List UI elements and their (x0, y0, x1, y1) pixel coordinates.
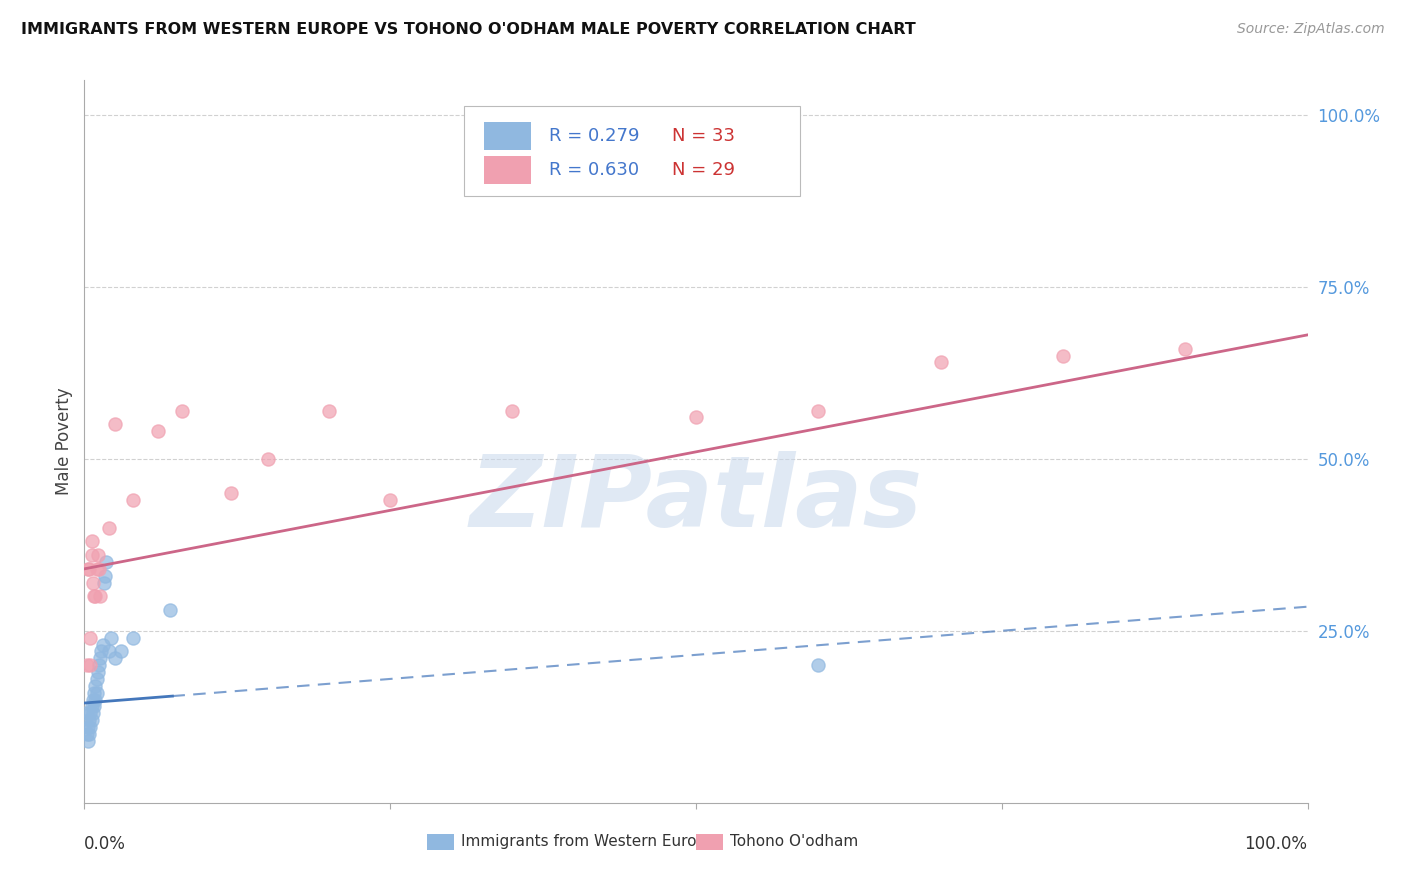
Point (380, 493, 402, 508)
FancyBboxPatch shape (427, 834, 454, 850)
Point (318, 403, 340, 417)
Point (82, 575, 104, 590)
FancyBboxPatch shape (464, 105, 800, 196)
Point (685, 410, 707, 425)
Point (146, 424, 169, 438)
Point (83, 590, 105, 604)
Text: R = 0.279: R = 0.279 (550, 127, 640, 145)
Point (86, 686, 108, 700)
FancyBboxPatch shape (696, 834, 723, 850)
Point (257, 451, 280, 466)
Text: N = 29: N = 29 (672, 161, 734, 179)
Point (80, 548, 103, 562)
Point (77, 562, 100, 576)
Point (76, 727, 98, 741)
Point (79, 720, 101, 734)
Point (502, 403, 524, 417)
Point (79, 706, 101, 721)
Point (84, 679, 107, 693)
Point (94, 568, 117, 582)
Point (90, 644, 112, 658)
Point (87, 658, 110, 673)
FancyBboxPatch shape (484, 156, 531, 184)
FancyBboxPatch shape (484, 122, 531, 150)
Point (76, 658, 98, 673)
Text: Source: ZipAtlas.com: Source: ZipAtlas.com (1237, 22, 1385, 37)
Point (1174, 342, 1197, 356)
Point (807, 403, 830, 417)
Point (89, 590, 111, 604)
Point (97, 520, 120, 534)
Point (75, 706, 97, 721)
Point (87, 665, 110, 679)
Point (77, 734, 100, 748)
Text: 100.0%: 100.0% (1244, 835, 1308, 854)
Point (97, 644, 120, 658)
Point (77, 562, 100, 576)
Point (77, 720, 100, 734)
Point (1052, 349, 1074, 363)
Text: IMMIGRANTS FROM WESTERN EUROPE VS TOHONO O'ODHAM MALE POVERTY CORRELATION CHART: IMMIGRANTS FROM WESTERN EUROPE VS TOHONO… (21, 22, 915, 37)
Point (86, 562, 108, 576)
Point (93, 575, 115, 590)
Point (82, 706, 104, 721)
Point (91, 638, 114, 652)
Point (80, 534, 103, 549)
Point (219, 486, 242, 500)
Point (79, 631, 101, 645)
Point (80, 699, 103, 714)
Point (100, 631, 122, 645)
Text: R = 0.630: R = 0.630 (550, 161, 640, 179)
Text: N = 33: N = 33 (672, 127, 734, 145)
Point (104, 651, 127, 665)
Point (87, 562, 110, 576)
Point (80, 713, 103, 727)
Point (929, 355, 952, 369)
Point (172, 403, 194, 417)
Point (84, 692, 107, 706)
Point (87, 548, 110, 562)
Point (79, 658, 101, 673)
Point (110, 644, 132, 658)
Point (77, 713, 100, 727)
Point (83, 699, 105, 714)
Point (122, 493, 145, 508)
Point (84, 590, 107, 604)
Text: Immigrants from Western Europe: Immigrants from Western Europe (461, 834, 716, 849)
Point (122, 631, 145, 645)
Point (82, 692, 104, 706)
Point (96, 555, 118, 569)
Text: ZIPatlas: ZIPatlas (470, 450, 922, 548)
Point (86, 672, 108, 686)
Point (807, 658, 830, 673)
Point (83, 686, 105, 700)
Point (104, 417, 127, 432)
Y-axis label: Male Poverty: Male Poverty (55, 388, 73, 495)
Point (77, 727, 100, 741)
Point (159, 603, 181, 617)
Text: 0.0%: 0.0% (84, 835, 127, 854)
Text: Tohono O'odham: Tohono O'odham (730, 834, 859, 849)
Point (89, 651, 111, 665)
